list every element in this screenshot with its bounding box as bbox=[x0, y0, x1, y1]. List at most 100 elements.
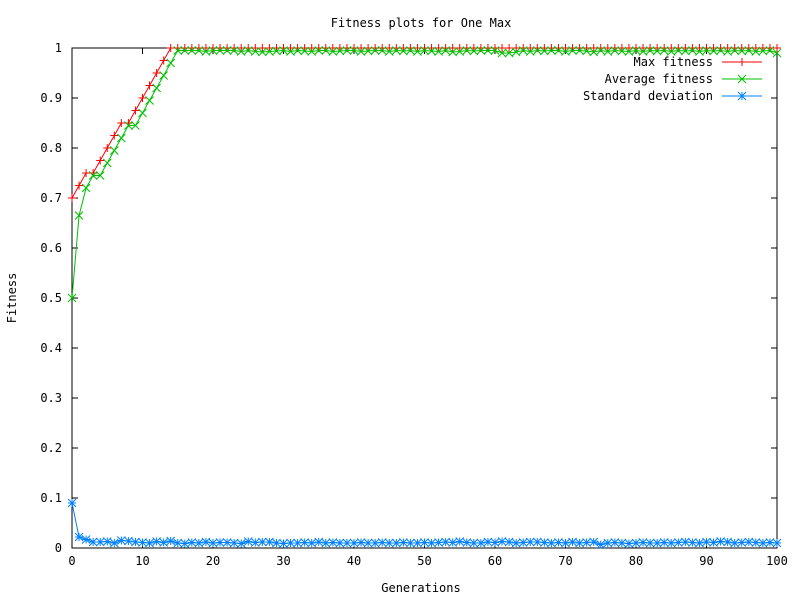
y-tick-label: 0.7 bbox=[40, 191, 62, 205]
max-fitness-point bbox=[505, 44, 514, 52]
y-axis-label: Fitness bbox=[5, 273, 19, 324]
standard-deviation-point bbox=[772, 538, 782, 548]
standard-deviation-point bbox=[554, 538, 563, 547]
max-fitness-point bbox=[103, 144, 112, 152]
average-fitness-point bbox=[279, 46, 288, 55]
standard-deviation-point bbox=[765, 538, 775, 547]
standard-deviation-point bbox=[603, 538, 613, 548]
y-tick-label: 0.5 bbox=[40, 291, 62, 305]
series-layer bbox=[67, 44, 782, 549]
x-tick-label: 0 bbox=[68, 554, 75, 568]
standard-deviation-point bbox=[250, 538, 260, 547]
average-fitness-point bbox=[765, 46, 775, 55]
average-fitness-point bbox=[673, 46, 683, 55]
average-fitness-line bbox=[71, 49, 778, 299]
max-fitness-point bbox=[434, 44, 443, 52]
average-fitness-point bbox=[67, 293, 77, 303]
average-fitness-point bbox=[300, 46, 310, 56]
max-fitness-point bbox=[166, 44, 175, 52]
standard-deviation-point bbox=[335, 538, 345, 548]
standard-deviation-point bbox=[243, 537, 253, 546]
standard-deviation-point bbox=[539, 538, 549, 547]
average-fitness-legend-marker bbox=[737, 74, 747, 84]
average-fitness-point bbox=[617, 46, 627, 56]
average-fitness-point bbox=[370, 46, 380, 55]
standard-deviation-point bbox=[582, 538, 592, 547]
average-fitness-point bbox=[709, 46, 718, 56]
standard-deviation-point bbox=[187, 538, 197, 547]
average-fitness-point bbox=[243, 46, 253, 55]
standard-deviation-line bbox=[71, 502, 778, 546]
standard-deviation-point bbox=[124, 536, 133, 546]
max-fitness-point bbox=[512, 44, 521, 52]
standard-deviation-point bbox=[384, 538, 394, 548]
average-fitness-point bbox=[723, 47, 733, 56]
standard-deviation-point bbox=[116, 536, 126, 545]
average-fitness-point bbox=[335, 46, 345, 56]
max-fitness-point bbox=[96, 156, 105, 165]
average-fitness-point bbox=[109, 146, 119, 155]
average-fitness-point bbox=[737, 46, 747, 56]
average-fitness-point bbox=[659, 46, 669, 55]
standard-deviation-point bbox=[751, 538, 761, 547]
average-fitness-point bbox=[511, 47, 521, 57]
standard-deviation-point bbox=[194, 538, 204, 548]
average-fitness-point bbox=[293, 46, 302, 55]
standard-deviation-point bbox=[645, 538, 655, 548]
standard-deviation-point bbox=[95, 537, 105, 547]
x-tick-label: 70 bbox=[558, 554, 572, 568]
standard-deviation-point bbox=[257, 537, 267, 547]
y-axis: 0 0.1 0.2 0.3 0.4 0.5 0.6 0.7 0.8 0.9 1 bbox=[40, 41, 777, 555]
average-fitness-legend-label: Average fitness bbox=[605, 72, 713, 86]
average-fitness-point bbox=[272, 46, 281, 56]
standard-deviation-point bbox=[497, 537, 507, 546]
standard-deviation-point bbox=[737, 538, 747, 547]
standard-deviation-point bbox=[145, 538, 154, 548]
standard-deviation-point bbox=[504, 537, 514, 547]
average-fitness-point bbox=[744, 46, 754, 55]
average-fitness-point bbox=[525, 47, 535, 56]
y-tick-label: 0.6 bbox=[40, 241, 62, 255]
average-fitness-point bbox=[102, 158, 112, 168]
standard-deviation-point bbox=[180, 539, 190, 548]
average-fitness-point bbox=[730, 46, 740, 55]
average-fitness-point bbox=[483, 46, 493, 55]
max-fitness-point bbox=[138, 94, 147, 102]
average-fitness-point bbox=[561, 47, 570, 56]
x-tick-label: 30 bbox=[276, 554, 290, 568]
average-fitness-point bbox=[229, 46, 239, 55]
standard-deviation-point bbox=[138, 538, 147, 547]
max-fitness-point bbox=[265, 44, 274, 52]
average-fitness-point bbox=[695, 47, 704, 56]
standard-deviation-point bbox=[688, 538, 697, 547]
average-fitness-point bbox=[716, 46, 725, 55]
average-fitness-point bbox=[314, 46, 324, 55]
standard-deviation-point bbox=[286, 538, 295, 548]
average-fitness-point bbox=[645, 46, 655, 55]
average-fitness-point bbox=[391, 46, 401, 55]
average-fitness-point bbox=[222, 46, 232, 55]
max-fitness-point bbox=[82, 169, 91, 177]
standard-deviation-point bbox=[561, 538, 570, 548]
max-fitness-line bbox=[71, 47, 777, 199]
average-fitness-point bbox=[187, 46, 197, 55]
average-fitness-point bbox=[236, 47, 246, 56]
standard-deviation-point bbox=[673, 538, 683, 547]
max-fitness-point bbox=[639, 44, 648, 52]
standard-deviation-point bbox=[67, 498, 77, 508]
max-fitness-point bbox=[117, 119, 126, 127]
x-tick-label: 60 bbox=[488, 554, 502, 568]
standard-deviation-point bbox=[173, 538, 183, 548]
average-fitness-point bbox=[265, 47, 274, 56]
average-fitness-point bbox=[469, 46, 479, 56]
average-fitness-point bbox=[208, 46, 218, 55]
standard-deviation-point bbox=[596, 540, 606, 549]
average-fitness-point bbox=[180, 46, 190, 55]
x-axis-label: Generations bbox=[381, 581, 460, 595]
standard-deviation-point bbox=[666, 538, 676, 548]
chart-title: Fitness plots for One Max bbox=[331, 16, 512, 30]
average-fitness-point bbox=[215, 46, 225, 55]
x-tick-label: 40 bbox=[347, 554, 361, 568]
legend: Max fitness Average fitness Standard devia… bbox=[583, 55, 762, 103]
standard-deviation-point bbox=[131, 537, 140, 547]
